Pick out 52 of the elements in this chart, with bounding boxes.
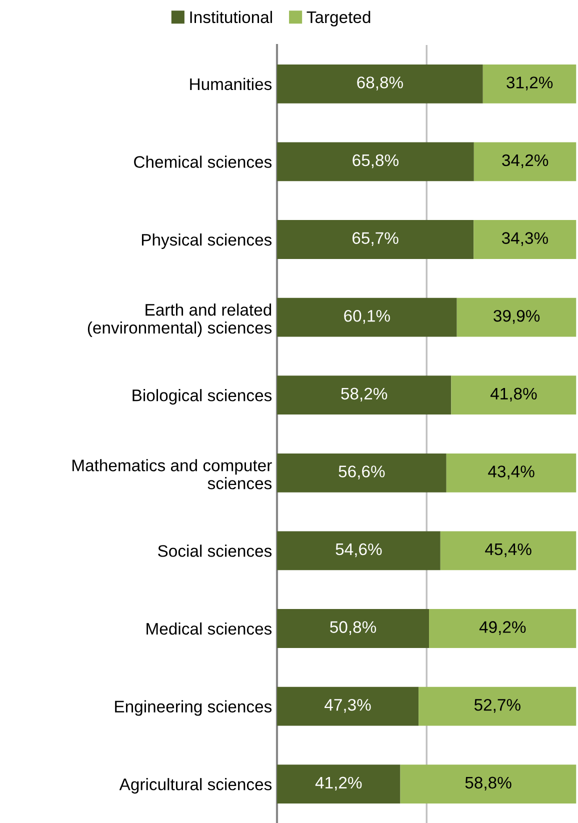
bar (456, 298, 576, 337)
legend-label: Targeted (306, 10, 370, 26)
bar (400, 764, 576, 804)
y-tick-label: Biological sciences (132, 389, 272, 405)
bar (474, 220, 576, 259)
y-tick-label: Social sciences (158, 544, 272, 557)
y-tick-label: Humanities (190, 78, 272, 90)
data-label: 39,9% (494, 310, 540, 324)
data-label: 31,2% (506, 76, 553, 90)
bar (451, 376, 576, 415)
legend-label: Institutional (190, 10, 272, 24)
data-label: 65,7% (352, 232, 398, 246)
data-label: 68,8% (357, 76, 403, 90)
bar (440, 531, 576, 570)
y-tick-label: Earth and related (environmental) sciences (88, 303, 272, 337)
bar (277, 376, 452, 415)
data-label: 41,2% (315, 776, 362, 791)
bar (277, 686, 419, 726)
data-label: 60,1% (344, 310, 390, 324)
data-label: 58,8% (465, 776, 512, 791)
data-label: 34,3% (502, 232, 548, 246)
data-label: 41,8% (490, 388, 537, 402)
bar (474, 142, 576, 182)
data-label: 49,2% (479, 621, 526, 635)
data-label: 47,3% (324, 698, 371, 713)
bar (277, 142, 474, 182)
data-label: 50,8% (330, 621, 376, 635)
bar (277, 220, 474, 259)
bar (277, 453, 446, 492)
y-tick-label: Chemical sciences (134, 156, 272, 168)
bar (277, 609, 430, 648)
data-label: 54,6% (336, 543, 382, 558)
y-tick-label: Mathematics and computer sciences (72, 459, 272, 490)
bar (277, 64, 483, 104)
y-tick-label: Engineering sciences (115, 700, 272, 716)
data-label: 45,4% (485, 543, 532, 558)
data-label: 58,2% (341, 388, 388, 402)
data-label: 65,8% (352, 154, 398, 168)
data-label: 43,4% (488, 466, 534, 480)
y-tick-label: Physical sciences (142, 233, 272, 249)
bar (418, 686, 576, 726)
data-label: 52,7% (474, 698, 520, 713)
y-tick-label: Agricultural sciences (119, 778, 272, 794)
bar (446, 453, 576, 492)
bar (277, 531, 440, 570)
bar (482, 64, 576, 104)
y-tick-label: Medical sciences (146, 622, 272, 635)
bar (277, 298, 457, 337)
data-label: 56,6% (338, 466, 385, 480)
bar (277, 764, 400, 804)
bar (429, 609, 576, 648)
data-label: 34,2% (502, 154, 548, 168)
